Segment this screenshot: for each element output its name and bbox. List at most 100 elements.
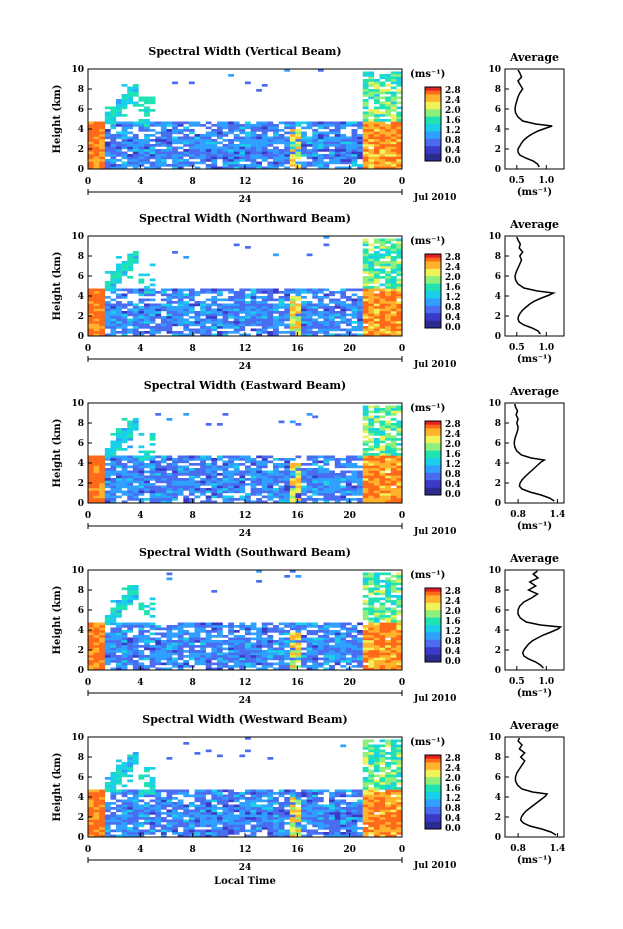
heatmap-cell: [379, 114, 386, 117]
heatmap-cell: [144, 273, 150, 277]
heatmap-cell: [295, 655, 302, 658]
heatmap-cell: [166, 473, 173, 476]
heatmap-cell: [88, 495, 94, 499]
heatmap-cell: [222, 665, 229, 668]
heatmap-cell: [340, 333, 347, 337]
heatmap-cell: [99, 642, 106, 646]
heatmap-cell: [149, 124, 156, 127]
profile-y-tick-label: 6: [495, 105, 501, 115]
heatmap-cell: [239, 141, 246, 145]
heatmap-cell: [160, 470, 167, 474]
heatmap-cell: [239, 660, 246, 663]
heatmap-cell: [233, 660, 240, 663]
colorbar-swatch: [425, 424, 441, 429]
heatmap-cell: [390, 126, 397, 130]
heatmap-cell: [110, 331, 117, 334]
heatmap-cell: [345, 630, 352, 633]
heatmap-cell: [385, 587, 391, 591]
heatmap-cell: [245, 470, 251, 474]
heatmap-cell: [351, 455, 358, 459]
heatmap-cell: [183, 308, 190, 312]
heatmap-cell: [373, 318, 380, 322]
heatmap-cell: [183, 478, 190, 481]
heatmap-cell: [155, 455, 162, 459]
heatmap-cell: [351, 308, 358, 312]
heatmap-cell: [323, 126, 330, 130]
heatmap-cell: [284, 146, 291, 150]
heatmap-cell: [239, 321, 246, 324]
heatmap-cell: [340, 645, 347, 648]
heatmap-cell: [373, 256, 380, 259]
heatmap-cell: [289, 645, 296, 648]
heatmap-cell: [396, 126, 403, 130]
heatmap-cell: [127, 268, 134, 272]
heatmap-cell: [166, 124, 173, 127]
heatmap-cell: [289, 288, 296, 292]
heatmap-cell: [93, 817, 100, 820]
heatmap-cell: [194, 814, 201, 818]
heatmap-cell: [172, 819, 178, 823]
heatmap-cell: [138, 146, 145, 150]
heatmap-cell: [228, 161, 234, 165]
heatmap-cell: [132, 665, 139, 668]
heatmap-cell: [155, 308, 162, 312]
profile-x-tick-label: 0.8: [510, 510, 526, 520]
heatmap-cell: [273, 323, 279, 327]
heatmap-cell: [138, 650, 145, 653]
heatmap-cell: [200, 647, 206, 651]
heatmap-cell: [138, 465, 145, 469]
heatmap-cell: [116, 647, 122, 651]
heatmap-cell: [385, 96, 391, 100]
date-label: Jul 2010: [413, 193, 456, 203]
heatmap-cell: [362, 251, 369, 254]
heatmap-cell: [138, 804, 145, 808]
colorbar-tick-label: 1.2: [445, 126, 461, 136]
colorbar-tick-label: 2.4: [445, 96, 461, 106]
heatmap-cell: [172, 662, 178, 666]
heatmap-cell: [138, 774, 145, 778]
heatmap-cell: [183, 483, 190, 486]
heatmap-cell: [323, 303, 330, 307]
heatmap-cell: [216, 490, 223, 494]
heatmap-cell: [110, 458, 117, 461]
heatmap-cell: [138, 488, 145, 491]
heatmap-cell: [390, 154, 397, 157]
heatmap-cell: [267, 154, 274, 157]
heatmap-cell: [278, 490, 285, 494]
heatmap-cell: [110, 829, 117, 833]
heatmap-cell: [188, 829, 195, 833]
colorbar-tick-label: 0.4: [445, 480, 461, 490]
heatmap-cell: [368, 652, 375, 656]
heatmap-cell: [239, 311, 246, 314]
heatmap-cell: [110, 787, 117, 790]
heatmap-cell: [228, 458, 234, 461]
heatmap-cell: [301, 131, 307, 135]
heatmap-cell: [362, 602, 369, 606]
heatmap-cell: [104, 154, 111, 157]
heatmap-cell: [99, 478, 106, 481]
heatmap-cell: [99, 134, 106, 137]
heatmap-cell: [116, 622, 122, 626]
heatmap-cell: [329, 156, 335, 160]
heatmap-cell: [373, 655, 380, 658]
heatmap-cell: [93, 303, 100, 307]
heatmap-cell: [216, 468, 223, 471]
heatmap-cell: [261, 632, 268, 636]
heatmap-cell: [295, 625, 302, 628]
heatmap-cell: [166, 495, 173, 499]
heatmap-cell: [273, 331, 279, 334]
heatmap-cell: [329, 483, 335, 486]
heatmap-cell: [368, 607, 375, 611]
heatmap-cell: [132, 121, 139, 125]
heatmap-cell: [362, 139, 369, 142]
heatmap-cell: [228, 470, 234, 474]
heatmap-cell: [239, 622, 246, 626]
heatmap-cell: [267, 480, 274, 484]
heatmap-cell: [306, 306, 313, 309]
heatmap-cell: [144, 156, 150, 160]
heatmap-cell: [329, 455, 335, 459]
heatmap-cell: [160, 124, 167, 127]
heatmap-cell: [110, 814, 117, 818]
heatmap-cell: [127, 101, 134, 105]
heatmap-cell: [149, 283, 156, 287]
